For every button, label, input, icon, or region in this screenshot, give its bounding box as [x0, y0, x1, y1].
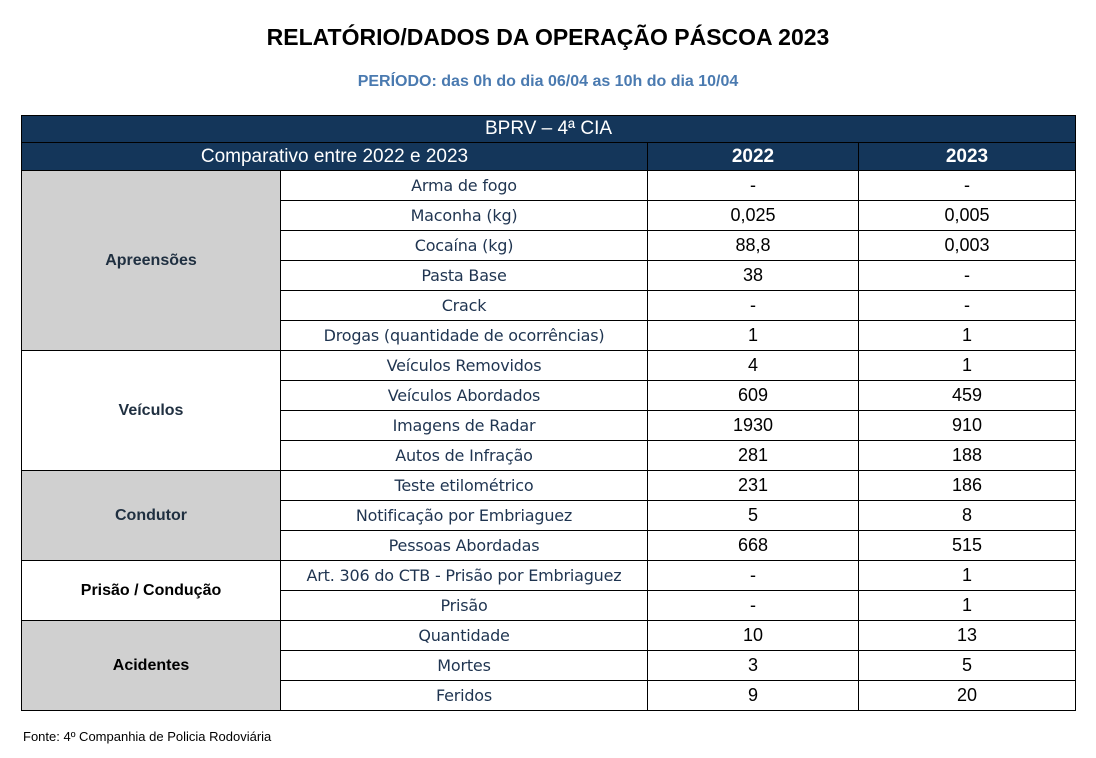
value-2023: 186	[857, 470, 1077, 501]
item-label: Feridos	[280, 680, 648, 711]
item-label: Drogas (quantidade de ocorrências)	[280, 320, 648, 351]
source-footer: Fonte: 4º Companhia de Policia Rodoviári…	[23, 729, 272, 744]
item-label: Maconha (kg)	[280, 200, 648, 231]
value-2023: 515	[857, 530, 1077, 561]
category-cell: Condutor	[21, 470, 281, 561]
comparison-header: Comparativo entre 2022 e 2023	[21, 142, 648, 171]
unit-header: BPRV – 4ª CIA	[20, 115, 1077, 143]
item-label: Crack	[280, 290, 648, 321]
table-row: Pasta Base 38-	[22, 260, 1077, 291]
value-2022: 10	[647, 620, 859, 651]
category-cell: Acidentes	[21, 620, 281, 711]
item-label: Veículos Abordados	[280, 380, 648, 411]
table-row: Notificação por Embriaguez 5 8	[22, 500, 1077, 531]
value-2023: 1	[857, 560, 1077, 591]
value-2022: 88,8	[647, 230, 859, 261]
item-label: Art. 306 do CTB - Prisão por Embriaguez	[280, 560, 648, 591]
year-2023-header: 2023	[857, 142, 1077, 171]
table-row: Apreensões Arma de fogo - -	[21, 170, 1077, 351]
value-2022: 281	[647, 440, 859, 471]
table-row: Cocaína (kg) 88,8 0,003	[22, 230, 1077, 261]
item-label: Prisão	[280, 590, 648, 621]
category-cell: Prisão / Condução	[21, 560, 281, 621]
value-2023: 910	[857, 410, 1077, 441]
value-2023: 5	[857, 650, 1077, 681]
item-label: Imagens de Radar	[280, 410, 648, 441]
value-2023: -	[857, 290, 1077, 321]
value-2023: -	[857, 170, 1077, 201]
value-2023: 8	[857, 500, 1077, 531]
table-row: Feridos 9 20	[22, 680, 1077, 711]
value-2022: 9	[647, 680, 859, 711]
item-label: Autos de Infração	[280, 440, 648, 471]
table-header-years-row: Comparativo entre 2022 e 2023 2022 2023	[21, 142, 1077, 171]
item-label: Teste etilométrico	[280, 470, 648, 501]
report-title: RELATÓRIO/DADOS DA OPERAÇÃO PÁSCOA 2023	[266, 24, 830, 50]
year-2022-header: 2022	[647, 142, 859, 171]
table-row: Maconha (kg) 0,025 0,005	[22, 200, 1077, 231]
table-row: Condutor Teste etilométrico 231 186	[21, 470, 1077, 561]
value-2023: 13	[857, 620, 1077, 651]
table-row: Pessoas Abordadas 668 515	[22, 530, 1077, 561]
value-2023: 188	[857, 440, 1077, 471]
value-2023: 459	[857, 380, 1077, 411]
report-period: PERÍODO: das 0h do dia 06/04 as 10h do d…	[357, 73, 739, 90]
table-header-unit-row: BPRV – 4ª CIA	[20, 115, 1077, 143]
value-2022: 3	[647, 650, 859, 681]
item-label: Cocaína (kg)	[280, 230, 648, 261]
table-row: Drogas (quantidade de ocorrências) 1 1	[22, 320, 1077, 351]
value-2023: 1	[857, 320, 1077, 351]
item-label: Veículos Removidos	[280, 350, 648, 381]
category-cell: Veículos	[21, 350, 281, 471]
table-row: Acidentes Quantidade 10 13	[21, 620, 1077, 711]
table-row: Prisão / Condução Art. 306 do CTB - Prisã…	[21, 560, 1077, 621]
value-2022: 5	[647, 500, 859, 531]
report-table: BPRV – 4ª CIA Comparativo entre 2022 e 2…	[20, 115, 1077, 711]
value-2023: 0,003	[857, 230, 1077, 261]
value-2022: 668	[647, 530, 859, 561]
value-2022: -	[647, 170, 859, 201]
value-2023: 20	[857, 680, 1077, 711]
value-2022: 231	[647, 470, 859, 501]
table-row: Crack - -	[22, 290, 1077, 321]
item-label: Quantidade	[280, 620, 648, 651]
item-label: Notificação por Embriaguez	[280, 500, 648, 531]
item-label: Pasta Base	[280, 260, 648, 291]
value-2023: 0,005	[857, 200, 1077, 231]
table-row: Autos de Infração 281 188	[22, 440, 1077, 471]
value-2022: 609	[647, 380, 859, 411]
value-2023: -	[857, 260, 1077, 291]
value-2022: 4	[647, 350, 859, 381]
table-row: Imagens de Radar 1930 910	[22, 410, 1077, 441]
value-2023: 1	[857, 590, 1077, 621]
item-label: Arma de fogo	[280, 170, 648, 201]
value-2022: 0,025	[647, 200, 859, 231]
value-2022: -	[647, 590, 859, 621]
value-2022: -	[647, 290, 859, 321]
value-2022: 1	[647, 320, 859, 351]
category-cell: Apreensões	[21, 170, 281, 351]
report-table-body: BPRV – 4ª CIA Comparativo entre 2022 e 2…	[20, 115, 1077, 711]
item-label: Pessoas Abordadas	[280, 530, 648, 561]
value-2022: 1930	[647, 410, 859, 441]
value-2022: 38	[647, 260, 859, 291]
value-2023: 1	[857, 350, 1077, 381]
item-label: Mortes	[280, 650, 648, 681]
table-row: Veículos Veículos Removidos 4 1	[21, 350, 1077, 471]
value-2022: -	[647, 560, 859, 591]
